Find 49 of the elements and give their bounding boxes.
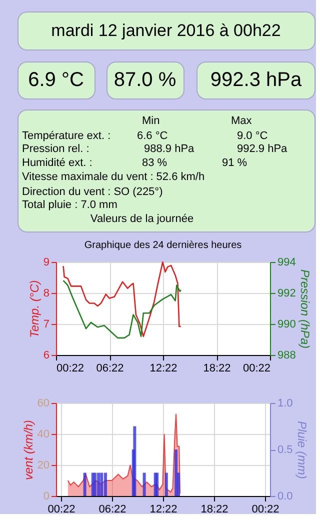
y2-axis-title: Pression (hPa) (298, 269, 312, 349)
text: Pression rel. : (22, 143, 90, 155)
text: 6.9 °C (28, 69, 84, 91)
text: Direction du vent : SO (225°) (22, 186, 163, 198)
text: Total pluie : 7.0 mm (22, 199, 118, 211)
y2-tick-label: 0.0 (278, 490, 293, 502)
y-tick-label: 8 (43, 288, 50, 300)
x-tick-label: 12:22 (150, 504, 178, 516)
x-tick-label: 06:22 (98, 504, 126, 516)
y-axis-title: Temp. (°C) (27, 280, 42, 338)
text: 988.9 hPa (144, 143, 196, 155)
x-tick-label: 00:22 (56, 362, 84, 374)
text: Vitesse maximale du vent : 52.6 km/h (22, 171, 205, 183)
y-tick-label: 20 (37, 460, 50, 472)
text: 87.0 % (114, 69, 176, 91)
text: Max (231, 115, 252, 127)
x-tick-label: 00:22 (252, 504, 280, 516)
x-tick-label: 18:22 (203, 362, 231, 374)
y-tick-label: 9 (43, 256, 50, 268)
text: Min (142, 115, 160, 127)
y-tick-label: 60 (37, 398, 50, 410)
y-tick-label: 7 (43, 318, 50, 330)
text: Température ext. : (22, 130, 111, 142)
y2-tick-label: 990 (278, 318, 296, 330)
y2-tick-label: 988 (278, 350, 296, 362)
y-tick-label: 6 (43, 350, 50, 362)
text: 9.0 °C (237, 130, 268, 142)
y-axis-title: vent (km/h) (21, 420, 36, 480)
text: Valeurs de la journée (90, 213, 194, 225)
x-tick-label: 12:22 (150, 362, 178, 374)
text: 91 % (222, 157, 248, 169)
y2-tick-label: 994 (278, 256, 296, 268)
text: 992.9 hPa (237, 143, 288, 155)
x-tick-label: 00:22 (48, 504, 76, 516)
text: Humidité ext. : (22, 157, 92, 169)
chart-subtitle: Graphique des 24 dernières heures (84, 240, 242, 251)
y-tick-label: 40 (37, 428, 50, 440)
y-tick-label: 0 (43, 490, 50, 502)
y2-tick-label: 992 (278, 288, 296, 300)
text: 83 % (142, 157, 168, 169)
text: 6.6 °C (137, 130, 168, 142)
text: 992.3 hPa (210, 69, 302, 91)
x-tick-label: 00:22 (242, 362, 270, 374)
x-tick-label: 06:22 (96, 362, 124, 374)
x-tick-label: 18:22 (200, 504, 228, 516)
y2-axis-title: Pluie (mm) (294, 420, 309, 480)
y2-tick-label: 0.5 (278, 444, 293, 456)
chart-title: mardi 12 janvier 2016 à 00h22 (51, 21, 281, 40)
y2-tick-label: 1.0 (278, 398, 293, 410)
